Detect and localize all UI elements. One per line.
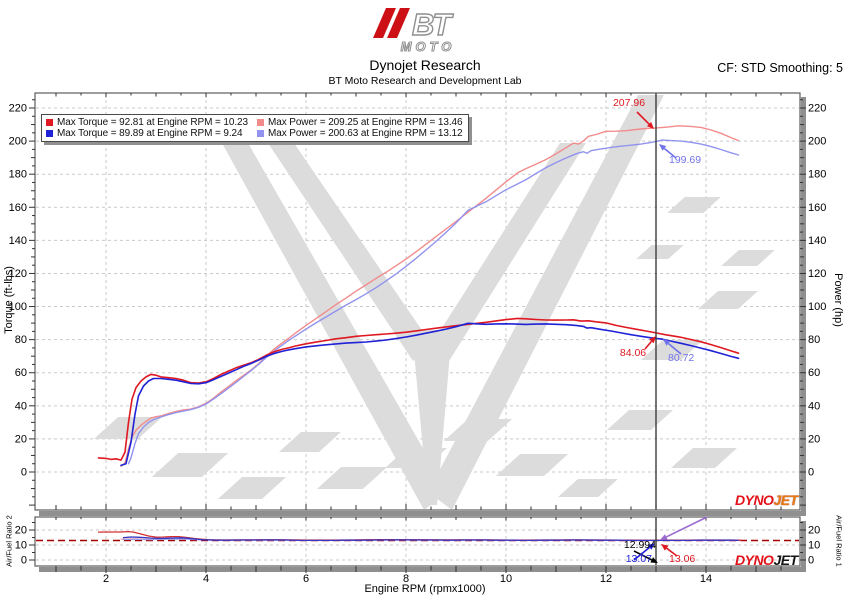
dynojet-dyno-text: DYNO — [735, 552, 774, 568]
svg-text:220: 220 — [9, 103, 27, 115]
svg-text:0: 0 — [808, 555, 814, 567]
annotation-afr-blue: 13.07 — [625, 553, 652, 565]
legend-label: Max Torque = 89.89 at Engine RPM = 9.24 — [57, 128, 243, 139]
svg-text:120: 120 — [808, 268, 826, 280]
btmoto-slash-icon — [373, 8, 396, 38]
legend-swatch-icon — [257, 130, 264, 137]
legend-label: Max Torque = 92.81 at Engine RPM = 10.23 — [57, 117, 248, 128]
svg-text:20: 20 — [808, 525, 820, 537]
svg-text:0: 0 — [21, 555, 27, 567]
svg-text:20: 20 — [15, 433, 27, 445]
svg-text:100: 100 — [808, 301, 826, 313]
torque-axis-title: Torque (ft-lbs) — [3, 266, 15, 334]
dynojet-logo: DYNOJET — [735, 492, 798, 508]
legend-swatch-icon — [46, 119, 53, 126]
svg-text:160: 160 — [9, 202, 27, 214]
svg-text:0: 0 — [808, 467, 814, 479]
svg-text:220: 220 — [808, 103, 826, 115]
callout-arrow-icon — [644, 336, 656, 350]
power-axis-title: Power (hp) — [832, 273, 844, 327]
svg-text:160: 160 — [808, 202, 826, 214]
power-curve-run2 — [127, 139, 740, 465]
legend-item: Max Power = 200.63 at Engine RPM = 13.12 — [257, 128, 463, 139]
afr-curve-run2 — [122, 536, 740, 542]
svg-text:180: 180 — [9, 169, 27, 181]
svg-text:10: 10 — [808, 540, 820, 552]
annotation-torque-blue: 80.72 — [668, 352, 695, 364]
rpm-axis-title: Engine RPM (rpmx1000) — [364, 583, 486, 595]
afr2-axis-title: Air/Fuel Ratio 2 — [4, 515, 14, 567]
svg-text:14: 14 — [700, 573, 712, 585]
svg-text:4: 4 — [203, 573, 209, 585]
torque-curve-run1 — [97, 317, 740, 461]
legend-item: Max Torque = 89.89 at Engine RPM = 9.24 — [46, 128, 249, 139]
legend-label: Max Power = 200.63 at Engine RPM = 13.12 — [268, 128, 463, 139]
callout-arrow-icon — [661, 544, 678, 557]
svg-text:180: 180 — [808, 169, 826, 181]
page-subtitle: BT Moto Research and Development Lab — [328, 75, 522, 87]
annotation-max-power-red: 207.96 — [612, 97, 646, 109]
svg-text:12: 12 — [600, 573, 612, 585]
dynojet-logo: DYNOJET — [735, 552, 798, 568]
btmoto-logo: BT MOTO — [373, 6, 457, 55]
svg-text:6: 6 — [303, 573, 309, 585]
svg-text:200: 200 — [9, 136, 27, 148]
annotation-power-blue: 199.69 — [669, 154, 702, 166]
btmoto-moto-text: MOTO — [401, 39, 456, 54]
afr1-axis-title: Air/Fuel Ratio 1 — [834, 515, 844, 567]
legend-swatch-icon — [257, 119, 264, 126]
btmoto-slash-icon — [387, 8, 410, 38]
callout-arrow-icon — [636, 111, 654, 129]
axis-ticks — [29, 93, 806, 573]
annotation-afr-red: 13.06 — [669, 553, 696, 565]
svg-text:40: 40 — [808, 400, 820, 412]
svg-text:120: 120 — [9, 268, 27, 280]
callout-arrow-icon — [633, 550, 658, 563]
svg-text:10: 10 — [500, 573, 512, 585]
svg-text:8: 8 — [403, 573, 409, 585]
btmoto-bt-text: BT — [412, 7, 454, 42]
svg-text:60: 60 — [15, 367, 27, 379]
svg-text:10: 10 — [15, 540, 27, 552]
btmoto-watermark-icon — [93, 95, 775, 509]
legend-item: Max Torque = 92.81 at Engine RPM = 10.23 — [46, 117, 249, 128]
dynojet-jet-text: JET — [773, 552, 798, 568]
svg-text:0: 0 — [21, 467, 27, 479]
callout-arrow-icon — [660, 516, 708, 540]
annotation-afr-black: 12.994 — [623, 539, 656, 551]
dynojet-jet-text: JET — [773, 492, 798, 508]
callout-arrow-icon — [633, 543, 655, 561]
svg-text:60: 60 — [808, 367, 820, 379]
correction-smoothing-label: CF: STD Smoothing: 5 — [717, 61, 843, 75]
svg-text:80: 80 — [808, 334, 820, 346]
svg-text:40: 40 — [15, 400, 27, 412]
svg-text:80: 80 — [15, 334, 27, 346]
svg-text:2: 2 — [103, 573, 109, 585]
afr-plot-area[interactable] — [35, 517, 800, 566]
svg-text:100: 100 — [9, 301, 27, 313]
svg-text:140: 140 — [9, 235, 27, 247]
svg-text:20: 20 — [808, 433, 820, 445]
power-curve-run1 — [120, 125, 740, 467]
callout-arrow-icon — [663, 339, 682, 355]
legend-label: Max Power = 209.25 at Engine RPM = 13.46 — [268, 117, 463, 128]
legend: Max Torque = 92.81 at Engine RPM = 10.23… — [41, 114, 470, 142]
legend-item: Max Power = 209.25 at Engine RPM = 13.46 — [257, 117, 463, 128]
callout-arrow-icon — [659, 144, 677, 159]
annotation-torque-red: 84.06 — [619, 347, 647, 359]
legend-swatch-icon — [46, 130, 53, 137]
torque-curve-run2 — [120, 322, 740, 467]
page-title: Dynojet Research — [369, 57, 481, 73]
dynojet-dyno-text: DYNO — [735, 492, 774, 508]
svg-text:20: 20 — [15, 525, 27, 537]
svg-text:140: 140 — [808, 235, 826, 247]
svg-text:200: 200 — [808, 136, 826, 148]
